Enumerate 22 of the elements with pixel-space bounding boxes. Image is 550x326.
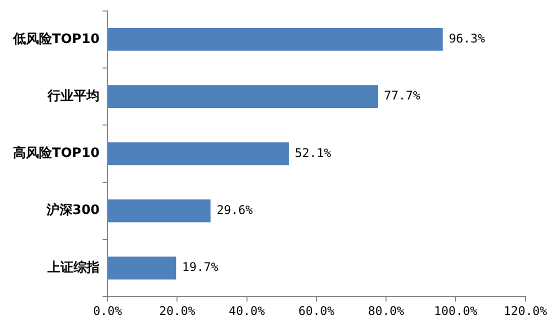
x-tick-label: 40.0%	[228, 304, 266, 318]
x-tick-label: 20.0%	[159, 304, 196, 318]
x-tick-label: 0.0%	[93, 304, 123, 318]
data-label: 77.7%	[384, 88, 421, 103]
bar	[108, 142, 289, 166]
y-tick-label: 低风险TOP10	[12, 32, 100, 47]
bar	[108, 85, 378, 108]
x-tick-label: 100.0%	[434, 304, 478, 318]
bar	[108, 256, 176, 280]
x-tick-label: 80.0%	[368, 304, 405, 318]
data-label: 29.6%	[216, 202, 254, 217]
bar	[108, 28, 443, 51]
x-tick-label: 60.0%	[298, 304, 336, 318]
y-tick-label: 行业平均	[46, 88, 100, 104]
bar	[108, 199, 211, 222]
data-label: 19.7%	[182, 260, 220, 274]
y-tick-label: 沪深300	[45, 202, 100, 218]
y-tick-label: 高风险TOP10	[12, 145, 100, 162]
data-label: 52.1%	[294, 146, 332, 160]
data-label: 96.3%	[448, 32, 486, 46]
y-tick-label: 上证综指	[46, 259, 100, 276]
x-tick-label: 120.0%	[504, 304, 548, 318]
